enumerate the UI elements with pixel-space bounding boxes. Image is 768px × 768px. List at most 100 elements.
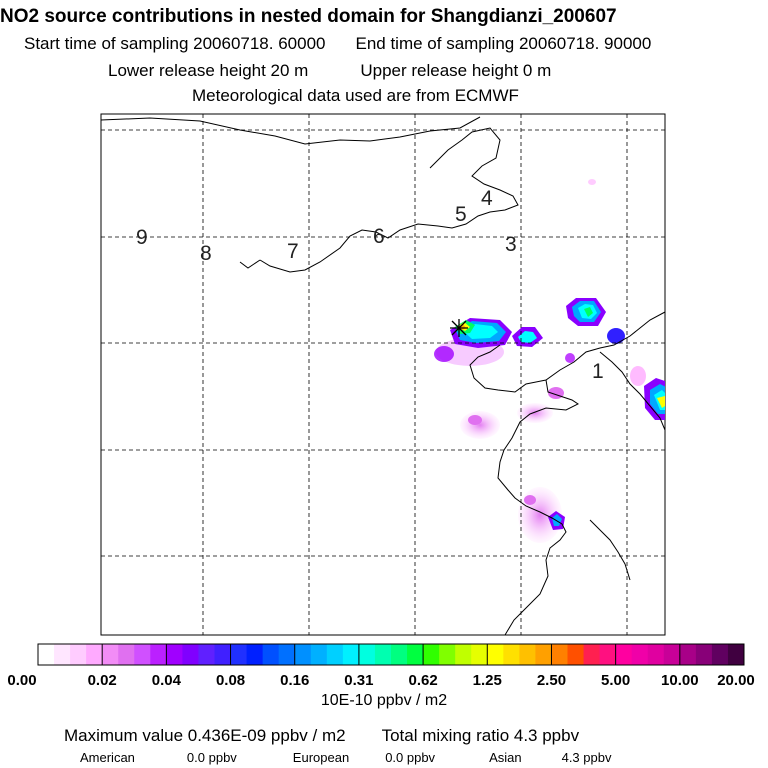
colorbar-segment [182, 644, 199, 665]
coast-north [101, 116, 481, 145]
region-numbers: 9 8 7 6 5 4 3 1 [136, 187, 604, 383]
star-stroke-d2 [451, 320, 467, 336]
blob-south-2 [524, 495, 536, 505]
blob-small-1 [565, 353, 575, 363]
summary-stats: Maximum value 0.436E-09 ppbv / m2 Total m… [64, 726, 579, 746]
coast-korea-like [497, 379, 579, 635]
max-value-label: Maximum value 0.436E-09 ppbv / m2 [64, 726, 346, 745]
map-frame [100, 113, 666, 636]
concentration-field [434, 179, 665, 543]
colorbar-segment [54, 644, 71, 665]
region-number-6: 6 [373, 225, 385, 248]
start-time-label: Start time of sampling 20060718. 60000 [24, 34, 326, 53]
european-label: European [292, 750, 350, 765]
colorbar-tick-label: 0.04 [152, 672, 182, 689]
colorbar-segment [599, 644, 617, 665]
colorbar-segment [519, 644, 536, 665]
colorbar-segment [711, 644, 729, 665]
colorbar-segment [567, 644, 585, 665]
blob-pink-2 [517, 403, 553, 423]
colorbar-tick-label: 20.00 [717, 672, 755, 689]
coastline [101, 116, 665, 635]
hotspot-ne-small [607, 328, 625, 344]
end-time-label: End time of sampling 20060718. 90000 [355, 34, 652, 53]
asian-value: 4.3 ppbv [561, 750, 612, 765]
colorbar-segment [374, 644, 392, 665]
colorbar-segment [310, 644, 328, 665]
colorbar-segment [695, 644, 713, 665]
colorbar-tick-label: 0.08 [216, 672, 245, 689]
blob-pink-4 [588, 179, 596, 185]
region-number-3: 3 [505, 233, 517, 256]
colorbar-tick-label: 5.00 [601, 672, 630, 689]
colorbar-segment [487, 644, 504, 665]
grid-lines [101, 114, 665, 635]
hotspot-east-core [657, 396, 665, 408]
american-label: American [80, 750, 135, 765]
colorbar-segment [70, 644, 87, 665]
colorbar-segment [455, 644, 472, 665]
colorbar-tick-labels: 0.00 0.02 0.04 0.08 0.16 0.31 0.62 1.25 2.50 5.00… [7, 672, 754, 689]
colorbar-segment [663, 644, 681, 665]
plume-east-inner [518, 331, 537, 343]
colorbar-segment [38, 644, 55, 665]
upper-release-label: Upper release height 0 m [360, 61, 552, 80]
colorbar-segment [150, 644, 167, 665]
colorbar-segment [214, 644, 232, 665]
colorbar-segment [727, 644, 745, 665]
total-mixing-label: Total mixing ratio 4.3 ppbv [381, 726, 580, 745]
plume-west [434, 346, 454, 362]
colorbar-segment [358, 644, 376, 665]
colorbar-tick-label: 0.00 [7, 672, 36, 689]
blob-pink-1 [460, 411, 500, 439]
american-value: 0.0 ppbv [186, 750, 237, 765]
coast-east-bay [599, 351, 665, 431]
region-number-1: 1 [592, 360, 604, 383]
colorbar-tick-label: 0.02 [88, 672, 117, 689]
region-number-7: 7 [287, 240, 299, 263]
colorbar-segment [647, 644, 665, 665]
colorbar-segment [326, 644, 344, 665]
colorbar-tick-label: 0.31 [344, 672, 373, 689]
colorbar-segment [134, 644, 151, 665]
colorbar-segment [471, 644, 488, 665]
colorbar-segment [118, 644, 135, 665]
colorbar-segment [278, 644, 296, 665]
region-number-5: 5 [455, 203, 467, 226]
colorbar-segment [294, 644, 312, 665]
colorbar-segment [262, 644, 280, 665]
colorbar-tick-label: 1.25 [473, 672, 502, 689]
receptor-star-icon [450, 319, 468, 337]
colorbar [37, 643, 745, 666]
colorbar-tick-label: 2.50 [537, 672, 566, 689]
colorbar-segment [423, 644, 440, 665]
asian-label: Asian [489, 750, 522, 765]
colorbar-segment [535, 644, 552, 665]
colorbar-tick-label: 0.62 [408, 672, 437, 689]
hotspot-ne-core [584, 307, 593, 317]
coast-bohai-tail [239, 259, 261, 269]
colorbar-segment [342, 644, 360, 665]
blob-east-pink [630, 366, 646, 386]
colorbar-tick-label: 0.16 [280, 672, 309, 689]
lower-release-label: Lower release height 20 m [108, 61, 309, 80]
european-value: 0.0 ppbv [385, 750, 436, 765]
map-border [100, 113, 666, 636]
colorbar-segment [615, 644, 633, 665]
colorbar-segment [551, 644, 568, 665]
colorbar-segment [198, 644, 215, 665]
release-heights: Lower release height 20 m Upper release h… [108, 61, 551, 81]
met-data-label: Meteorological data used are from ECMWF [192, 86, 519, 105]
region-breakdown: American 0.0 ppbv European 0.0 ppbv Asian 4.3… [80, 750, 611, 765]
coast-bohai-west [259, 127, 519, 273]
colorbar-segment [166, 644, 183, 665]
region-number-9: 9 [136, 226, 148, 249]
sampling-times: Start time of sampling 20060718. 60000 En… [24, 34, 651, 54]
colorbar-unit-label: 10E-10 ppbv / m2 [320, 692, 448, 709]
plot-title: NO2 source contributions in nested domai… [0, 6, 617, 27]
coast-south-east [589, 519, 631, 581]
colorbar-segment [246, 644, 264, 665]
colorbar-segment [583, 644, 601, 665]
colorbar-segment [230, 644, 248, 665]
colorbar-segment [102, 644, 119, 665]
